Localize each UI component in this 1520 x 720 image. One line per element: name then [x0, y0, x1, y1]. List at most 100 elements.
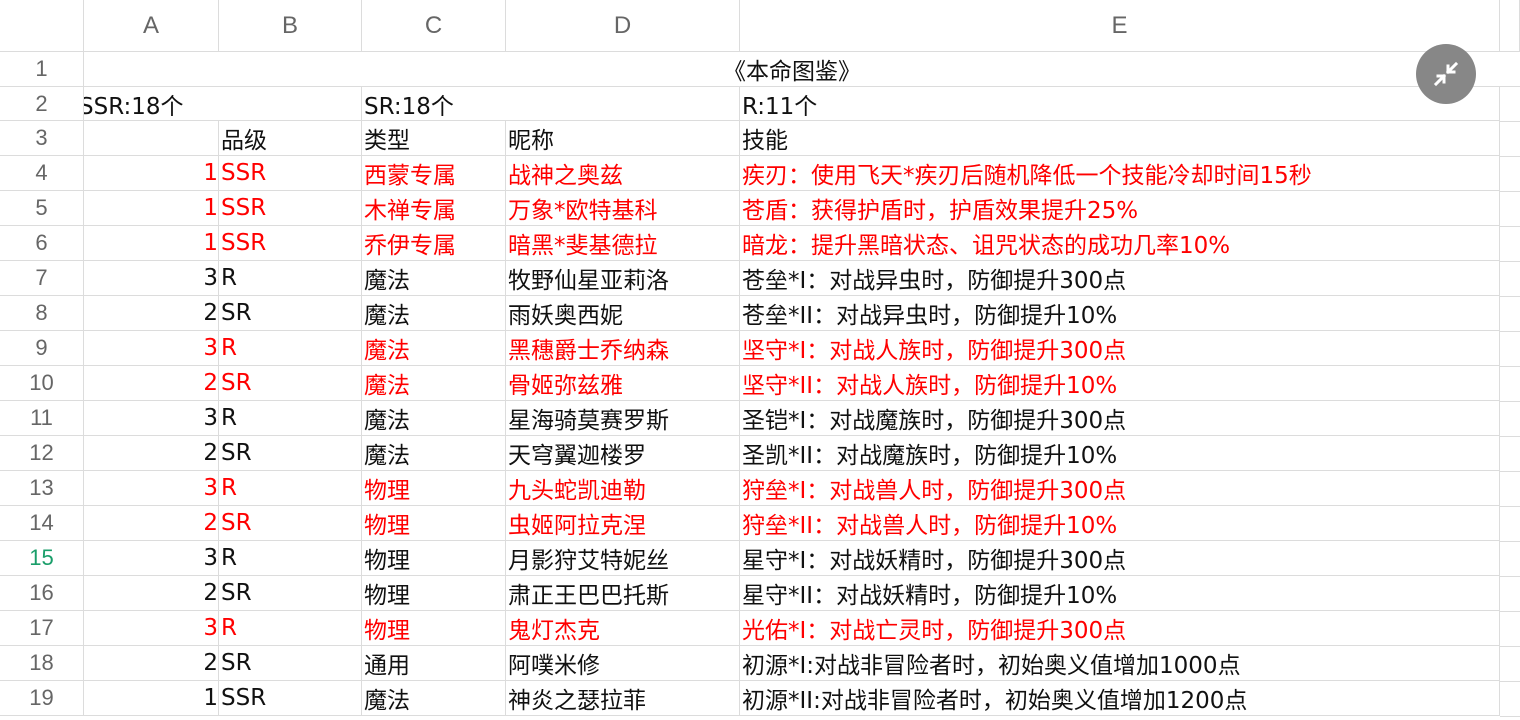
header-grade[interactable]: 品级 [219, 121, 362, 156]
sr-count-cell[interactable]: SR:18个 [362, 87, 506, 121]
name-cell[interactable]: 天穹翼迦楼罗 [506, 436, 740, 471]
skill-cell[interactable]: 星守*I：对战妖精时，防御提升300点 [740, 541, 1500, 576]
skill-cell[interactable]: 初源*II:对战非冒险者时，初始奥义值增加1200点 [740, 681, 1500, 716]
skill-cell[interactable]: 初源*I:对战非冒险者时，初始奥义值增加1000点 [740, 646, 1500, 681]
grade-cell[interactable]: SSR [219, 681, 362, 716]
skill-cell[interactable]: 圣凯*II：对战魔族时，防御提升10% [740, 436, 1500, 471]
name-cell[interactable]: 暗黑*斐基德拉 [506, 226, 740, 261]
type-cell[interactable]: 魔法 [362, 296, 506, 331]
skill-cell[interactable]: 星守*II：对战妖精时，防御提升10% [740, 576, 1500, 611]
cell[interactable] [84, 121, 219, 156]
grade-cell[interactable]: R [219, 611, 362, 646]
skill-cell[interactable]: 疾刃：使用飞天*疾刃后随机降低一个技能冷却时间15秒 [740, 156, 1500, 191]
grade-cell[interactable]: SR [219, 296, 362, 331]
column-header-e[interactable]: E [740, 0, 1500, 52]
type-cell[interactable]: 魔法 [362, 401, 506, 436]
type-cell[interactable]: 西蒙专属 [362, 156, 506, 191]
skill-cell[interactable]: 苍垒*I：对战异虫时，防御提升300点 [740, 261, 1500, 296]
name-cell[interactable]: 肃正王巴巴托斯 [506, 576, 740, 611]
type-cell[interactable]: 物理 [362, 471, 506, 506]
select-all-corner[interactable] [0, 0, 84, 52]
name-cell[interactable]: 阿噗米修 [506, 646, 740, 681]
grade-cell[interactable]: R [219, 261, 362, 296]
quantity-cell[interactable]: 1 [84, 226, 219, 261]
type-cell[interactable]: 魔法 [362, 331, 506, 366]
type-cell[interactable]: 木禅专属 [362, 191, 506, 226]
quantity-cell[interactable]: 3 [84, 611, 219, 646]
grade-cell[interactable]: SR [219, 576, 362, 611]
row-header[interactable]: 6 [0, 226, 84, 261]
name-cell[interactable]: 雨妖奥西妮 [506, 296, 740, 331]
row-header[interactable]: 11 [0, 401, 84, 436]
grade-cell[interactable]: SR [219, 506, 362, 541]
type-cell[interactable]: 魔法 [362, 681, 506, 716]
quantity-cell[interactable]: 3 [84, 261, 219, 296]
quantity-cell[interactable]: 3 [84, 541, 219, 576]
name-cell[interactable]: 神炎之瑟拉菲 [506, 681, 740, 716]
type-cell[interactable]: 物理 [362, 541, 506, 576]
row-header[interactable]: 12 [0, 436, 84, 471]
row-header[interactable]: 16 [0, 576, 84, 611]
grade-cell[interactable]: SSR [219, 156, 362, 191]
name-cell[interactable]: 万象*欧特基科 [506, 191, 740, 226]
skill-cell[interactable]: 光佑*I：对战亡灵时，防御提升300点 [740, 611, 1500, 646]
name-cell[interactable]: 九头蛇凯迪勒 [506, 471, 740, 506]
exit-fullscreen-button[interactable] [1416, 44, 1476, 104]
row-header[interactable]: 3 [0, 121, 84, 156]
type-cell[interactable]: 魔法 [362, 436, 506, 471]
name-cell[interactable]: 骨姬弥兹雅 [506, 366, 740, 401]
skill-cell[interactable]: 暗龙：提升黑暗状态、诅咒状态的成功几率10% [740, 226, 1500, 261]
name-cell[interactable]: 战神之奥兹 [506, 156, 740, 191]
skill-cell[interactable]: 坚守*II：对战人族时，防御提升10% [740, 366, 1500, 401]
grade-cell[interactable]: SSR [219, 226, 362, 261]
row-header[interactable]: 9 [0, 331, 84, 366]
type-cell[interactable]: 物理 [362, 506, 506, 541]
name-cell[interactable]: 虫姬阿拉克涅 [506, 506, 740, 541]
type-cell[interactable]: 魔法 [362, 261, 506, 296]
grade-cell[interactable]: SR [219, 436, 362, 471]
header-type[interactable]: 类型 [362, 121, 506, 156]
skill-cell[interactable]: 狩垒*II：对战兽人时，防御提升10% [740, 506, 1500, 541]
skill-cell[interactable]: 苍盾：获得护盾时，护盾效果提升25% [740, 191, 1500, 226]
grade-cell[interactable]: R [219, 331, 362, 366]
name-cell[interactable]: 黑穗爵士乔纳森 [506, 331, 740, 366]
quantity-cell[interactable]: 2 [84, 506, 219, 541]
quantity-cell[interactable]: 2 [84, 436, 219, 471]
row-header[interactable]: 15 [0, 541, 84, 576]
type-cell[interactable]: 魔法 [362, 366, 506, 401]
row-header[interactable]: 18 [0, 646, 84, 681]
row-header[interactable]: 4 [0, 156, 84, 191]
type-cell[interactable]: 乔伊专属 [362, 226, 506, 261]
type-cell[interactable]: 物理 [362, 611, 506, 646]
type-cell[interactable]: 物理 [362, 576, 506, 611]
row-header[interactable]: 7 [0, 261, 84, 296]
quantity-cell[interactable]: 1 [84, 681, 219, 716]
row-header[interactable]: 8 [0, 296, 84, 331]
quantity-cell[interactable]: 2 [84, 366, 219, 401]
cell[interactable] [506, 87, 740, 121]
skill-cell[interactable]: 苍垒*II：对战异虫时，防御提升10% [740, 296, 1500, 331]
skill-cell[interactable]: 坚守*I：对战人族时，防御提升300点 [740, 331, 1500, 366]
name-cell[interactable]: 月影狩艾特妮丝 [506, 541, 740, 576]
row-header[interactable]: 13 [0, 471, 84, 506]
column-header-a[interactable]: A [84, 0, 219, 52]
quantity-cell[interactable]: 2 [84, 646, 219, 681]
skill-cell[interactable]: 圣铠*I：对战魔族时，防御提升300点 [740, 401, 1500, 436]
quantity-cell[interactable]: 3 [84, 331, 219, 366]
quantity-cell[interactable]: 1 [84, 191, 219, 226]
quantity-cell[interactable]: 1 [84, 156, 219, 191]
row-header[interactable]: 17 [0, 611, 84, 646]
row-header[interactable]: 1 [0, 52, 84, 87]
grade-cell[interactable]: SR [219, 646, 362, 681]
row-header[interactable]: 19 [0, 681, 84, 716]
grade-cell[interactable]: R [219, 401, 362, 436]
quantity-cell[interactable]: 3 [84, 401, 219, 436]
cell[interactable] [219, 87, 362, 121]
row-header[interactable]: 14 [0, 506, 84, 541]
name-cell[interactable]: 星海骑莫赛罗斯 [506, 401, 740, 436]
grade-cell[interactable]: SSR [219, 191, 362, 226]
row-header[interactable]: 5 [0, 191, 84, 226]
header-name[interactable]: 昵称 [506, 121, 740, 156]
type-cell[interactable]: 通用 [362, 646, 506, 681]
